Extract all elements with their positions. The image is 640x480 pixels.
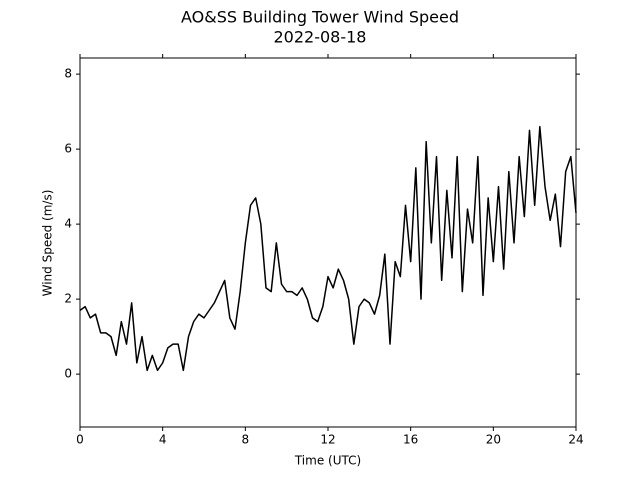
y-axis-label: Wind Speed (m/s) (41, 190, 55, 297)
x-tick-label: 8 (242, 433, 250, 447)
x-tick-label: 16 (403, 433, 418, 447)
chart-title: AO&SS Building Tower Wind Speed (181, 8, 459, 27)
x-axis-label: Time (UTC) (294, 454, 361, 468)
y-tick-label: 0 (64, 367, 72, 381)
x-tick-label: 20 (486, 433, 501, 447)
x-tick-label: 12 (320, 433, 335, 447)
y-tick-label: 6 (64, 142, 72, 156)
x-tick-label: 0 (76, 433, 84, 447)
chart-subtitle: 2022-08-18 (274, 28, 367, 47)
y-tick-label: 8 (64, 67, 72, 81)
y-tick-label: 2 (64, 292, 72, 306)
y-tick-label: 4 (64, 217, 72, 231)
x-tick-label: 24 (568, 433, 583, 447)
line-series (79, 125, 577, 372)
x-tick-label: 4 (159, 433, 167, 447)
